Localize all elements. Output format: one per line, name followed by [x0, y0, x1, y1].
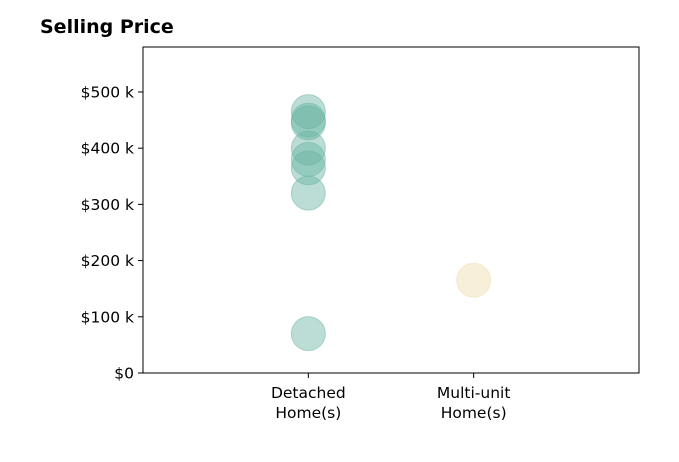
x-tick-label: Detached Home(s): [271, 384, 346, 422]
data-point: [456, 262, 492, 298]
y-tick-label: $400 k: [81, 140, 134, 158]
y-tick-label: $300 k: [81, 196, 134, 214]
plot-frame: [142, 46, 640, 374]
x-axis: Detached Home(s) Multi-unit Home(s): [271, 373, 510, 422]
y-tick-label: $500 k: [81, 83, 134, 101]
data-point: [290, 105, 326, 141]
data-points: [290, 94, 492, 352]
data-point: [290, 130, 326, 166]
data-point: [290, 94, 326, 130]
y-tick-label: $0: [114, 365, 134, 383]
data-point: [290, 175, 326, 211]
data-point: [290, 150, 326, 186]
x-tick-label: Multi-unit Home(s): [437, 384, 511, 422]
chart-title: Selling Price: [40, 16, 174, 38]
y-tick-label: $200 k: [81, 252, 134, 270]
data-point: [290, 316, 326, 352]
y-tick-label: $100 k: [81, 308, 134, 326]
y-axis: $0 $100 k $200 k $300 k $400 k $500 k: [81, 83, 143, 383]
